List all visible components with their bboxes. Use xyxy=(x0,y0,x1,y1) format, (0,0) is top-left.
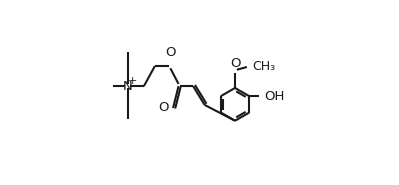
Text: O: O xyxy=(165,46,176,59)
Text: +: + xyxy=(128,76,137,86)
Text: CH₃: CH₃ xyxy=(253,60,276,73)
Text: OH: OH xyxy=(264,90,284,103)
Text: N: N xyxy=(122,80,132,93)
Text: O: O xyxy=(158,102,168,115)
Text: O: O xyxy=(230,57,240,70)
